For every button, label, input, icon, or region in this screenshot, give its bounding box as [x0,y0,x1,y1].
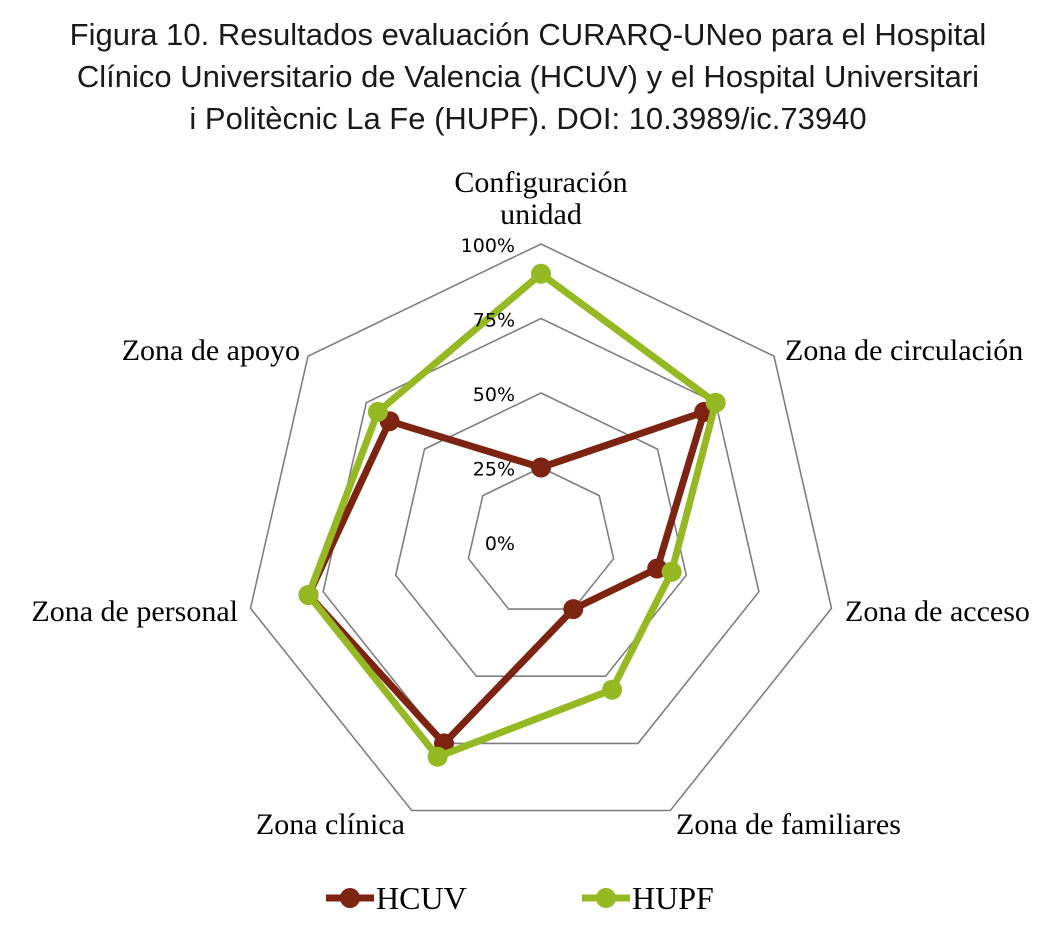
grid-ring [467,466,615,610]
data-point-hcuv [563,599,584,620]
legend-label: HCUV [376,880,467,916]
data-point-hupf [298,585,319,605]
legend-label: HUPF [632,880,714,916]
data-point-hupf [602,679,623,700]
axis-label: Zona de familiares [676,808,901,841]
tick-label: 50% [473,384,515,406]
legend-swatch-marker [340,888,360,908]
data-point-hcuv [531,457,551,478]
radar-grid [249,243,833,812]
data-point-hupf [705,392,726,413]
tick-label: 25% [473,459,515,481]
legend-swatch-marker [596,888,616,908]
grid-ring [322,317,760,745]
axis-label: Zona de acceso [845,595,1030,628]
legend: HCUV HUPF [326,880,714,916]
data-point-hupf [661,561,682,582]
axis-label: Zona de circulación [785,334,1023,367]
grid-ring [249,243,833,812]
axis-label: Zona de apoyo [122,334,300,367]
tick-label: 0% [485,533,515,555]
axis-label: Zona de personal [31,595,238,628]
series-line-hupf [305,270,720,761]
series-line-hcuv [305,408,708,747]
grid-ring [394,392,688,678]
data-point-hupf [427,746,448,767]
axis-label: Configuración [454,166,627,199]
chart-title: Figura 10. Resultados evaluación CURARQ-… [0,14,1056,140]
chart-title-line: Clínico Universitario de Valencia (HCUV)… [76,59,980,94]
axis-label: Zona clínica [256,808,405,841]
axis-label: unidad [500,198,582,231]
data-point-hupf [367,401,388,422]
tick-label: 75% [473,310,515,332]
data-point-hupf [531,263,551,284]
chart-title-line: i Politècnic La Fe (HUPF). DOI: 10.3989/… [189,101,867,136]
tick-labels: 0% 25% 50% 75% 100% [461,235,515,555]
chart-title-line: Figura 10. Resultados evaluación CURARQ-… [69,17,987,52]
tick-label: 100% [461,235,515,257]
series-layer [298,263,726,767]
